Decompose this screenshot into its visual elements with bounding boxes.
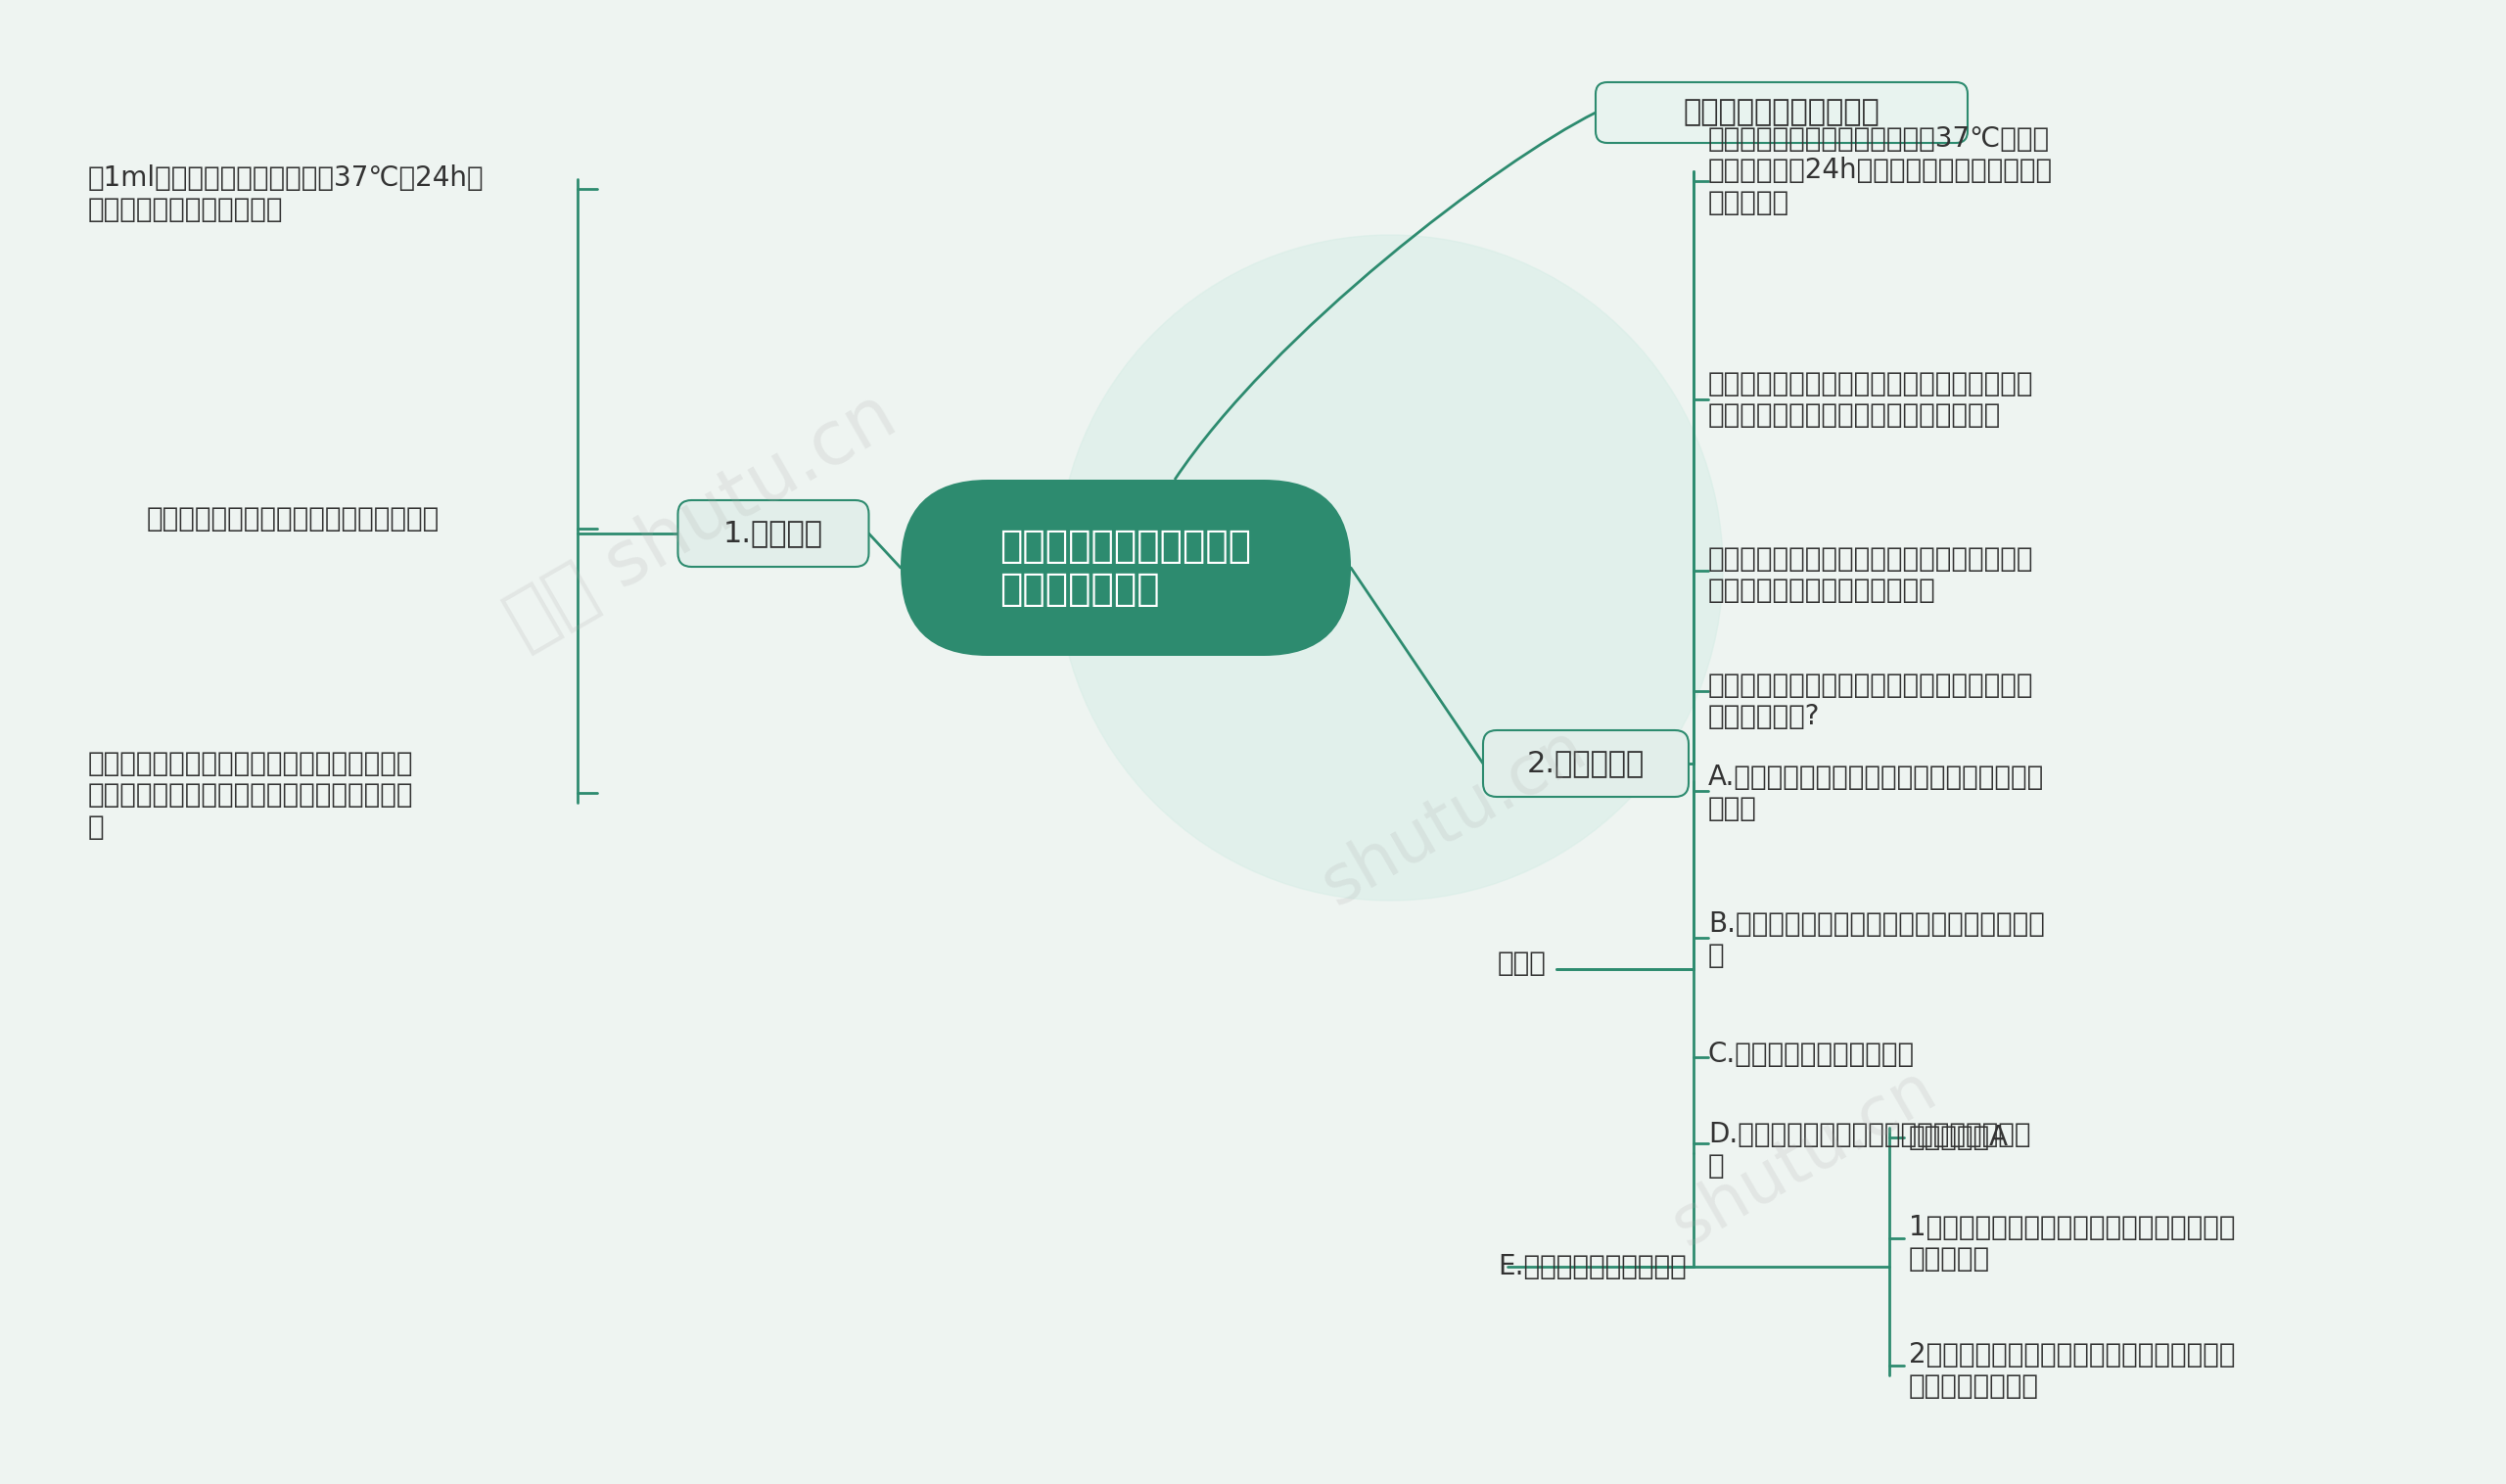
Text: 大肠菌群是评定水被粪便污染的重要指示菌，
它来源于人和温血动物的粪便。: 大肠菌群是评定水被粪便污染的重要指示菌， 它来源于人和温血动物的粪便。 <box>1709 545 2035 604</box>
Text: 细菌总数不能表示水中所有的细菌，也分不清
致病菌。只能作为水被生物性污染的参考指标
。: 细菌总数不能表示水中所有的细菌，也分不清 致病菌。只能作为水被生物性污染的参考指… <box>88 749 413 840</box>
Text: 例题：: 例题： <box>1499 950 1546 976</box>
Text: 水质的微生物学性状指标: 水质的微生物学性状指标 <box>1684 98 1880 126</box>
Text: C.与肠道病原菌的数量一致: C.与肠道病原菌的数量一致 <box>1709 1040 1915 1068</box>
Text: shutu.cn: shutu.cn <box>1311 714 1596 919</box>
Text: 细菌总数反映水体受生物性污染的程度。: 细菌总数反映水体受生物性污染的程度。 <box>148 505 439 533</box>
Circle shape <box>1058 234 1724 901</box>
Text: 预防医学冲刺之水质的微
生物学性状指标: 预防医学冲刺之水质的微 生物学性状指标 <box>1000 528 1250 608</box>
Text: 树图 shutu.cn: 树图 shutu.cn <box>494 378 910 660</box>
FancyBboxPatch shape <box>900 479 1351 656</box>
Text: 2、《临床执业医师预防医学之急性心包炎的
临床表现知识点》: 2、《临床执业医师预防医学之急性心包炎的 临床表现知识点》 <box>1910 1342 2235 1401</box>
Text: 1.细菌总数: 1.细菌总数 <box>724 519 824 548</box>
Text: 包括埃希氏菌属、枸橼酸杆菌属、肠杆菌属、
克雷伯菌属。它们均存在于人的粪便中。: 包括埃希氏菌属、枸橼酸杆菌属、肠杆菌属、 克雷伯菌属。它们均存在于人的粪便中。 <box>1709 370 2035 429</box>
Text: 正确答案：A: 正确答案：A <box>1910 1123 2010 1152</box>
Text: 指1ml水在营养琼脂培养基上经37℃、24h培
养所生长的细菌菌落总数。: 指1ml水在营养琼脂培养基上经37℃、24h培 养所生长的细菌菌落总数。 <box>88 165 484 224</box>
Text: D.总大肠菌群的数量多，其抵抗力较病原菌
弱: D.总大肠菌群的数量多，其抵抗力较病原菌 弱 <box>1709 1120 2030 1180</box>
FancyBboxPatch shape <box>1484 730 1689 797</box>
Text: B.总大肠菌群的数量多，生存时间较粪链球菌
短: B.总大肠菌群的数量多，生存时间较粪链球菌 短 <box>1709 910 2045 969</box>
FancyBboxPatch shape <box>1596 82 1967 142</box>
Text: shutu.cn: shutu.cn <box>1661 1055 1947 1260</box>
FancyBboxPatch shape <box>679 500 870 567</box>
Text: A.总大肠菌群的数量多，生存条件与肠道病原
菌相似: A.总大肠菌群的数量多，生存条件与肠道病原 菌相似 <box>1709 764 2045 822</box>
Text: 1、《临床执业医师预防医学之胃食管反流疾
病知识点》: 1、《临床执业医师预防医学之胃食管反流疾 病知识点》 <box>1910 1214 2235 1273</box>
Text: 2.总大肠菌群: 2.总大肠菌群 <box>1526 749 1644 778</box>
Text: 是指一群需氧及兼性厌氧菌，在37℃生长时
能发酵乳糖，24h内产酸产气的革兰氏阴性无
芽胞杆菌。: 是指一群需氧及兼性厌氧菌，在37℃生长时 能发酵乳糖，24h内产酸产气的革兰氏阴… <box>1709 125 2052 217</box>
Text: 一般认为以总大肠菌群为水污染的指示菌较为
合适，是因为?: 一般认为以总大肠菌群为水污染的指示菌较为 合适，是因为? <box>1709 672 2035 730</box>
Text: E.其数量少于肠道病原菌: E.其数量少于肠道病原菌 <box>1499 1252 1687 1281</box>
